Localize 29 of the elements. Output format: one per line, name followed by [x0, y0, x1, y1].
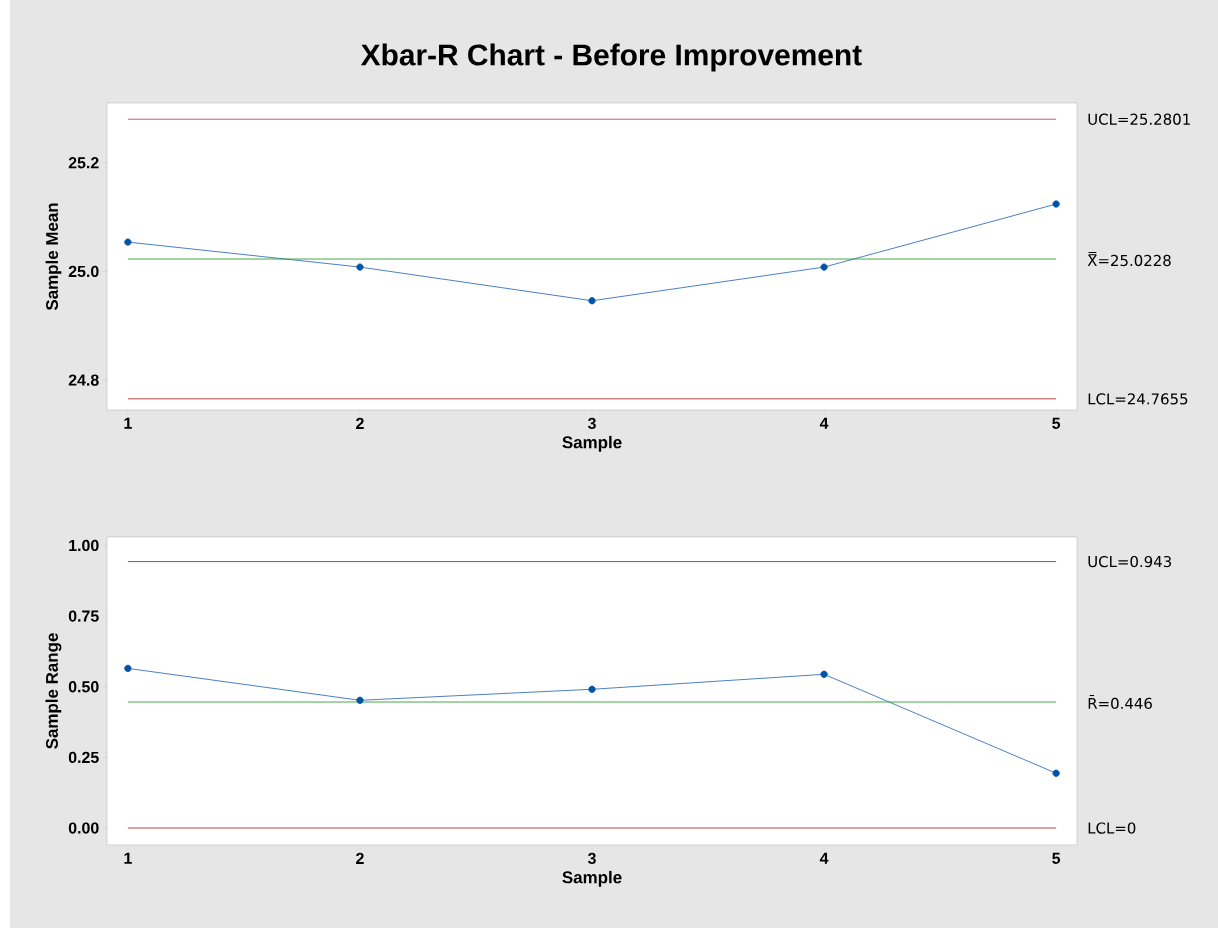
x-tick-label: 2 — [356, 417, 364, 429]
x-tick-label: 1 — [124, 852, 132, 864]
y-tick-label: 24.8 — [68, 374, 99, 386]
ref-line-label: LCL=24.7655 — [1088, 393, 1188, 405]
x-tick-label: 4 — [819, 852, 829, 864]
chart-title: Xbar-R Chart - Before Improvement — [360, 43, 862, 72]
y-axis-title: Sample Mean — [45, 203, 62, 311]
x-tick-label: 1 — [124, 417, 132, 429]
y-tick-label: 25.0 — [68, 265, 99, 278]
y-tick-label: 1.00 — [69, 539, 99, 552]
y-tick-label: 0.50 — [68, 681, 99, 693]
x-tick-label: 3 — [587, 852, 596, 865]
y-tick-label: 0.25 — [68, 751, 99, 764]
y-tick-label: 25.2 — [68, 157, 99, 169]
x-tick-label: 4 — [819, 417, 829, 429]
x-tick-label: 2 — [356, 852, 364, 864]
x-tick-label: 5 — [1052, 852, 1061, 864]
y-axis-title: Sample Range — [45, 633, 62, 749]
x-tick-label: 5 — [1052, 417, 1061, 429]
ref-line-label: LCL=0 — [1088, 822, 1136, 834]
y-tick-label: 0.00 — [68, 822, 99, 834]
x-axis-title: Sample — [562, 870, 622, 887]
x-tick-label: 3 — [587, 417, 596, 430]
ref-line-label: X̿=25.0228 — [1087, 251, 1171, 267]
y-tick-label: 0.75 — [68, 610, 99, 622]
x-axis-title: Sample — [562, 435, 622, 452]
ref-line-label: UCL=0.943 — [1088, 555, 1172, 568]
ref-line-label: R̄=0.446 — [1088, 694, 1152, 710]
ref-line-label: UCL=25.2801 — [1088, 113, 1190, 125]
